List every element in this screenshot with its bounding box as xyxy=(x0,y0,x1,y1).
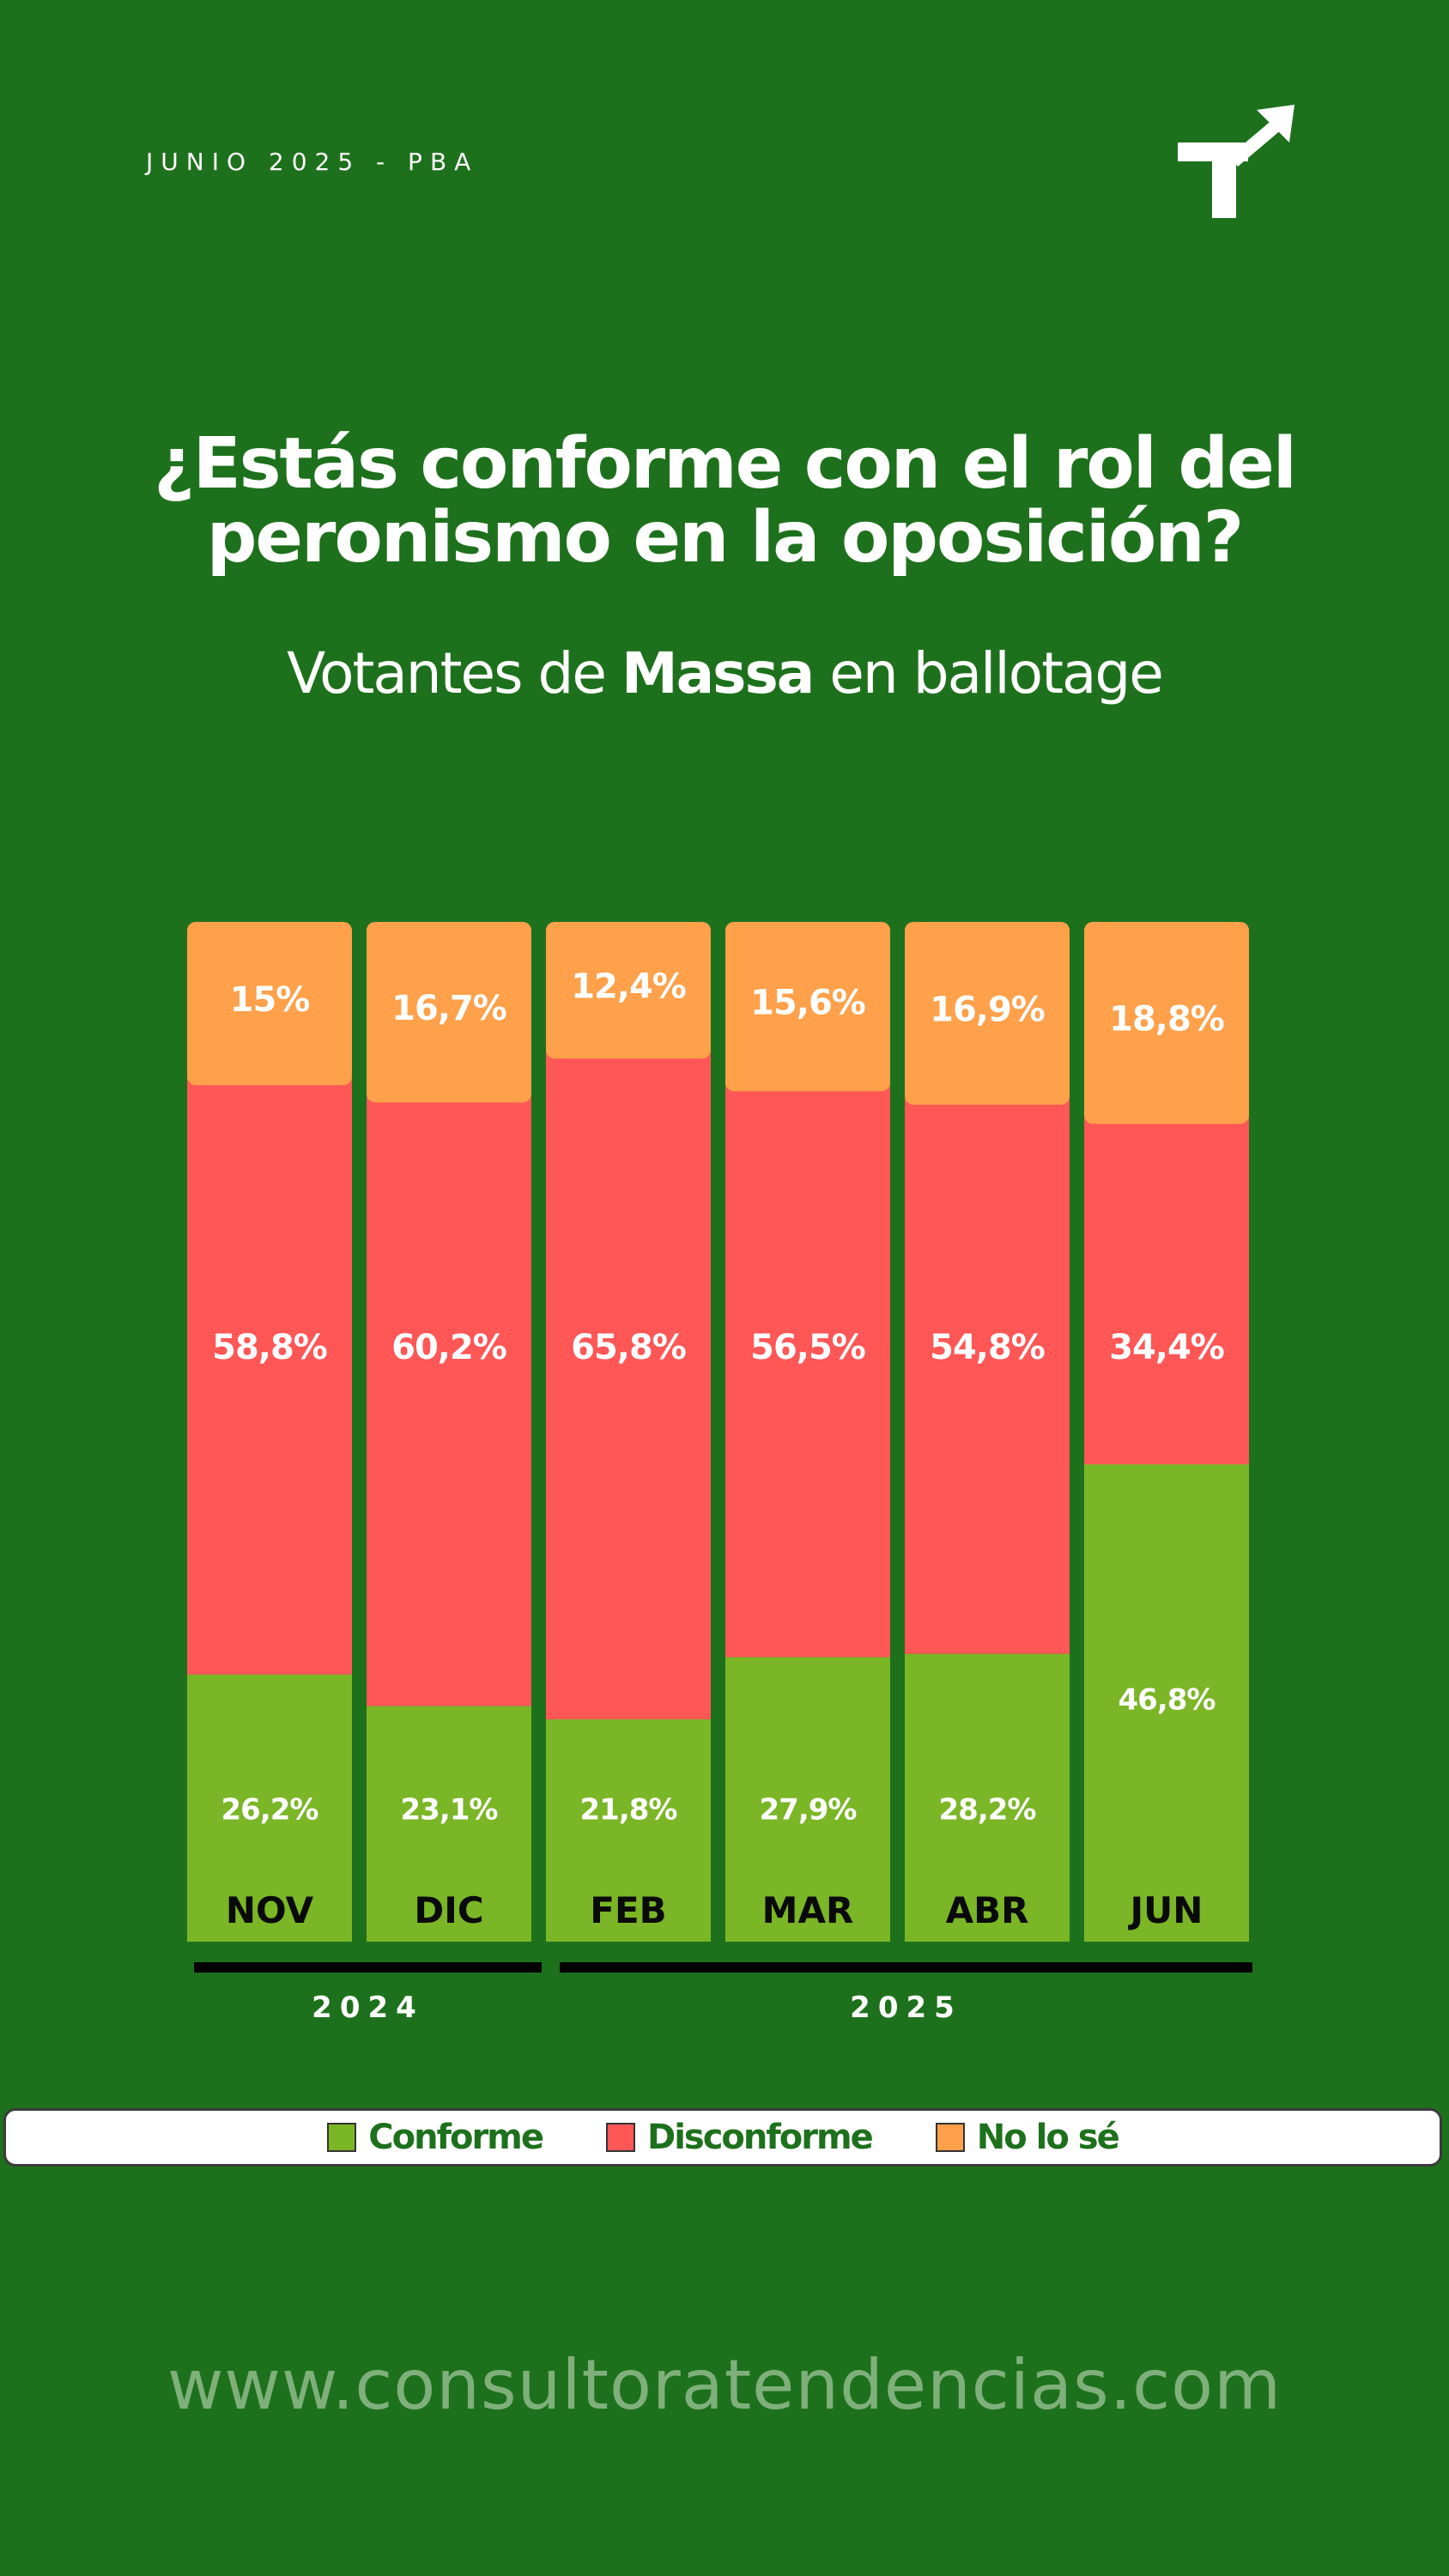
data-label-disconforme-feb: 65,8% xyxy=(571,1328,686,1367)
chart-legend: Conforme Disconforme No lo sé xyxy=(3,2108,1442,2167)
tendencias-logo-icon xyxy=(1178,105,1294,218)
data-label-no-lo-se-dic: 16,7% xyxy=(391,989,506,1028)
year-group-label-2024: 2024 xyxy=(312,1991,424,2025)
bar-segment-no-lo-se-dic xyxy=(367,922,531,1103)
data-label-conforme-dic: 23,1% xyxy=(401,1793,498,1827)
subtitle-suffix: en ballotage xyxy=(813,640,1164,706)
chart-title-line-1: ¿Estás conforme con el rol del xyxy=(154,423,1297,505)
bar-segment-conforme-abr xyxy=(905,1653,1070,1942)
report-date-label: JUNIO 2025 - PBA xyxy=(146,148,479,176)
stacked-bar-chart: 26,2% 58,8% 15% NOV 23,1% 60,2% 16,7% DIC 21,8% 6… xyxy=(187,922,1252,2025)
legend-label: Conforme xyxy=(368,2118,544,2157)
bar-segment-disconforme-dic xyxy=(367,1092,531,1706)
year-group-label-2025: 2025 xyxy=(850,1991,962,2025)
bar-segment-disconforme-jun xyxy=(1084,1113,1249,1465)
x-tick-label-abr: ABR xyxy=(946,1889,1029,1931)
bar-segment-conforme-jun xyxy=(1084,1464,1249,1942)
bar-segment-disconforme-nov xyxy=(187,1075,352,1675)
data-label-conforme-feb: 21,8% xyxy=(580,1793,677,1827)
bar-segment-no-lo-se-jun xyxy=(1084,922,1249,1124)
bar-segment-disconforme-feb xyxy=(546,1048,711,1720)
legend-item-conforme: Conforme xyxy=(327,2118,544,2157)
year-group-line-2024 xyxy=(194,1962,542,1973)
data-label-no-lo-se-abr: 16,9% xyxy=(930,990,1045,1029)
bar-segment-no-lo-se-nov xyxy=(187,922,352,1086)
data-label-conforme-abr: 28,2% xyxy=(939,1793,1036,1827)
data-label-disconforme-nov: 58,8% xyxy=(212,1328,327,1367)
data-label-conforme-jun: 46,8% xyxy=(1119,1683,1216,1718)
bar-segment-conforme-mar xyxy=(725,1657,890,1942)
data-label-conforme-nov: 26,2% xyxy=(221,1793,318,1827)
chart-subtitle: Votantes de Massa en ballotage xyxy=(0,640,1449,706)
bar-segment-conforme-dic xyxy=(367,1706,531,1942)
chart-title-line-2: peronismo en la oposición? xyxy=(206,497,1245,579)
legend-label: No lo sé xyxy=(976,2118,1120,2157)
subtitle-bold: Massa xyxy=(621,640,815,706)
website-url: www.consultoratendencias.com xyxy=(167,2345,1282,2425)
bar-segment-disconforme-mar xyxy=(725,1081,890,1658)
legend-swatch xyxy=(605,2123,635,2152)
legend-item-disconforme: Disconforme xyxy=(605,2118,874,2157)
bar-segment-no-lo-se-mar xyxy=(725,922,890,1092)
data-label-no-lo-se-mar: 15,6% xyxy=(750,984,865,1023)
data-label-conforme-mar: 27,9% xyxy=(760,1793,857,1827)
x-tick-label-mar: MAR xyxy=(762,1889,854,1931)
bar-segment-no-lo-se-feb xyxy=(546,922,711,1059)
legend-swatch xyxy=(935,2123,965,2152)
bar-segment-no-lo-se-abr xyxy=(905,922,1070,1105)
data-label-disconforme-dic: 60,2% xyxy=(391,1328,506,1367)
subtitle-prefix: Votantes de xyxy=(287,640,621,706)
chart-title: ¿Estás conforme con el rol del peronismo… xyxy=(0,427,1449,575)
bar-segment-conforme-nov xyxy=(187,1674,352,1942)
data-label-no-lo-se-feb: 12,4% xyxy=(571,967,686,1007)
bar-segment-conforme-feb xyxy=(546,1719,711,1942)
legend-item-no-lo-s-: No lo sé xyxy=(935,2118,1120,2157)
bar-segment-disconforme-abr xyxy=(905,1094,1070,1654)
x-tick-label-dic: DIC xyxy=(414,1889,483,1931)
legend-swatch xyxy=(327,2123,357,2152)
x-tick-label-jun: JUN xyxy=(1128,1889,1203,1931)
data-label-disconforme-mar: 56,5% xyxy=(750,1328,865,1367)
x-tick-label-feb: FEB xyxy=(590,1889,666,1931)
data-label-no-lo-se-nov: 15% xyxy=(230,980,310,1020)
data-label-no-lo-se-jun: 18,8% xyxy=(1109,1000,1224,1039)
x-tick-label-nov: NOV xyxy=(226,1889,314,1931)
legend-label: Disconforme xyxy=(646,2118,874,2157)
data-label-disconforme-jun: 34,4% xyxy=(1109,1328,1224,1367)
year-group-line-2025 xyxy=(560,1962,1252,1973)
data-label-disconforme-abr: 54,8% xyxy=(930,1328,1045,1367)
